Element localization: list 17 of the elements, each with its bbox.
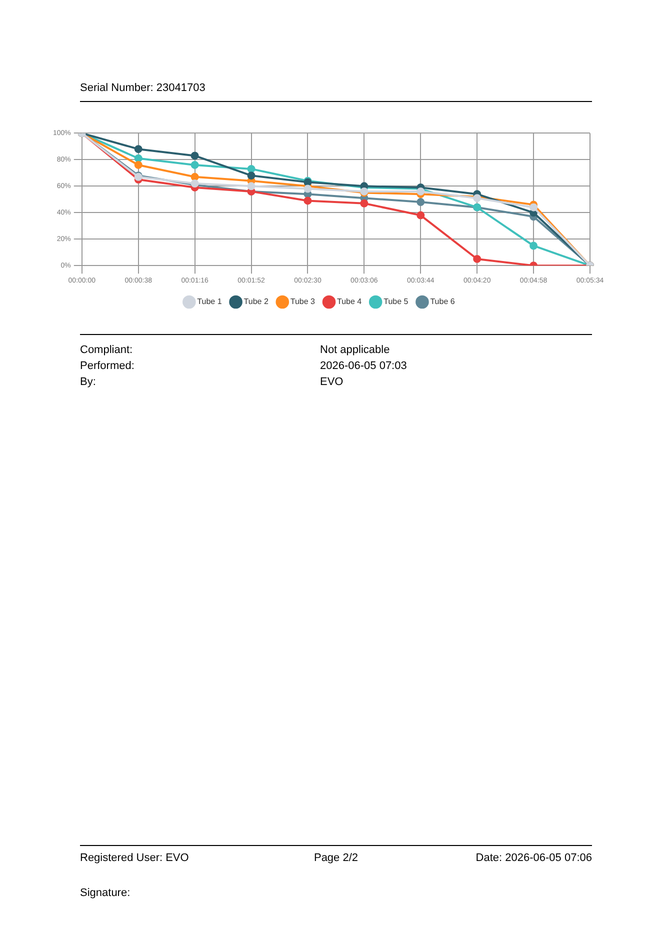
text: Registered User: EVO [80, 852, 189, 864]
legend-label: Tube 6 [430, 297, 456, 306]
text: EVO [320, 376, 344, 388]
text: Date: 2026-06-05 07:06 [476, 852, 592, 864]
text: Signature: [80, 887, 130, 899]
text: 2026-06-05 07:03 [320, 360, 407, 372]
text: Compliant: [80, 344, 133, 356]
legend-label: Tube 3 [290, 297, 316, 306]
text: Page 2/2 [314, 852, 358, 864]
text: Serial Number: 23041703 [80, 82, 206, 94]
legend-label: Tube 4 [337, 297, 362, 306]
legend-label: Tube 2 [244, 297, 269, 306]
text: By: [80, 376, 96, 388]
text: Not applicable [320, 344, 390, 356]
text: Performed: [80, 360, 134, 372]
legend-label: Tube 5 [384, 297, 409, 306]
legend-label: Tube 1 [197, 297, 222, 306]
